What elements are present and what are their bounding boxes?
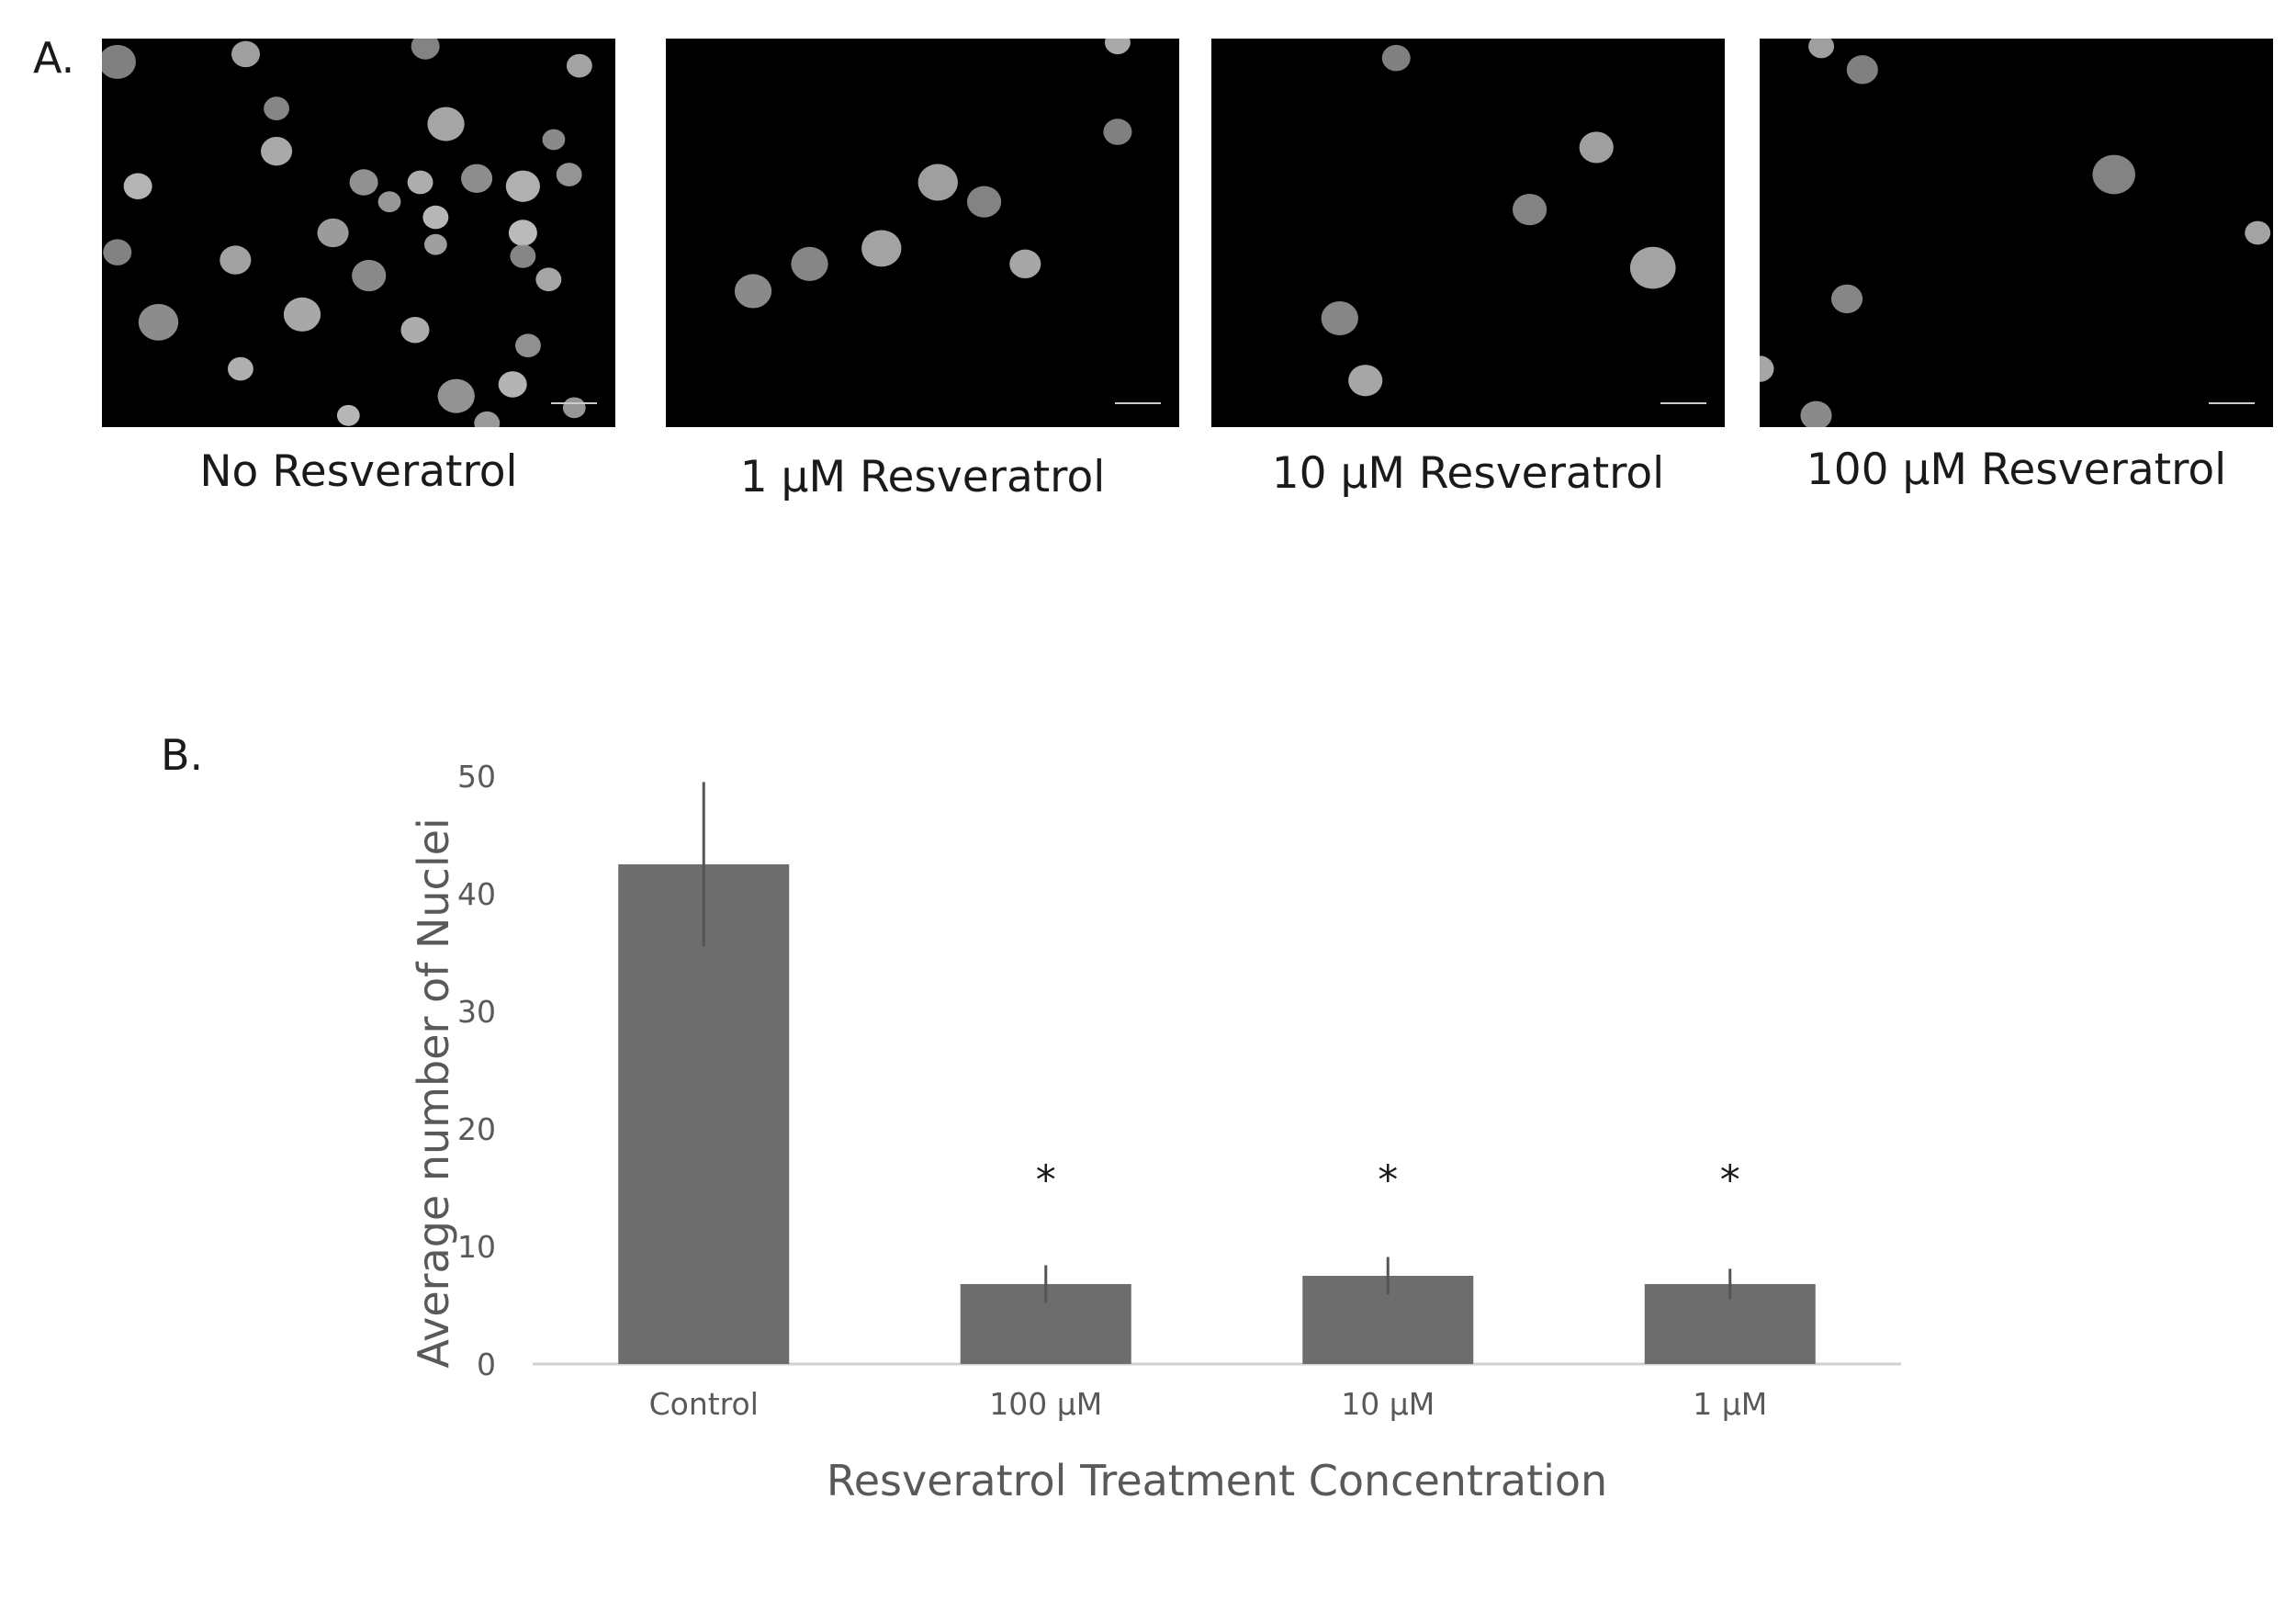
nucleus — [352, 259, 387, 292]
micrograph-100um-svg — [1760, 39, 2271, 427]
nucleus — [1009, 249, 1041, 279]
panel-a-letter: A. — [33, 33, 75, 83]
micrograph-10um — [1211, 39, 1725, 427]
nucleus — [966, 186, 1002, 218]
micrograph-1um — [666, 39, 1179, 427]
nucleus — [505, 170, 540, 202]
nucleus — [283, 297, 321, 332]
nucleus — [1800, 400, 1832, 427]
nucleus — [1579, 131, 1614, 163]
micrograph-no-resveratrol — [102, 39, 615, 427]
y-tick-label: 30 — [457, 994, 496, 1030]
nucleus — [227, 356, 253, 381]
nucleus — [1830, 284, 1863, 314]
nucleus — [219, 245, 252, 275]
y-axis-title: Average number of Nuclei — [409, 817, 458, 1368]
x-axis-title: Resveratrol Treatment Concentration — [827, 1456, 1607, 1505]
nucleus — [1103, 118, 1132, 145]
x-tick-label: 100 µM — [989, 1386, 1102, 1422]
y-tick-label: 50 — [457, 759, 496, 795]
y-tick-label: 0 — [477, 1347, 496, 1382]
nucleus — [1846, 55, 1878, 85]
micrograph-label-1um: 1 µM Resveratrol — [739, 452, 1106, 502]
significance-marker: * — [1378, 1156, 1398, 1203]
nucleus — [508, 220, 537, 246]
nucleus — [556, 163, 582, 186]
micrograph-no-resveratrol-svg — [102, 39, 597, 427]
nucleus — [535, 267, 562, 292]
nucleus — [437, 378, 475, 413]
x-tick-label: Control — [649, 1386, 759, 1422]
nucleus — [261, 136, 293, 166]
y-tick-label: 20 — [457, 1111, 496, 1147]
nucleus — [102, 44, 136, 79]
x-tick-label: 1 µM — [1693, 1386, 1767, 1422]
panel-b-letter: B. — [161, 730, 204, 780]
nucleus — [1321, 301, 1358, 336]
nucleus — [861, 230, 902, 267]
nucleus — [791, 246, 828, 281]
nucleus — [349, 169, 378, 196]
nucleus — [1808, 39, 1835, 59]
nucleus — [1760, 355, 1774, 382]
nucleus — [1348, 365, 1383, 397]
micrograph-label-no-resveratrol: No Resveratrol — [199, 446, 518, 497]
x-tick-label: 10 µM — [1341, 1386, 1435, 1422]
nucleus — [103, 239, 132, 265]
nucleus — [2245, 220, 2271, 245]
nucleus — [2092, 154, 2135, 195]
nucleus — [1512, 194, 1548, 226]
nucleus — [336, 404, 360, 426]
nucleus — [231, 40, 261, 68]
nucleus — [427, 107, 465, 141]
nucleus — [917, 163, 958, 201]
micrograph-100um — [1760, 39, 2273, 427]
nucleus — [422, 205, 449, 230]
significance-marker: * — [1720, 1156, 1740, 1203]
micrograph-label-10um: 10 µM Resveratrol — [1271, 448, 1665, 499]
nucleus — [123, 173, 152, 200]
nucleus — [566, 53, 592, 78]
nucleus — [377, 191, 401, 213]
nucleus — [734, 274, 772, 309]
significance-marker: * — [1036, 1156, 1056, 1203]
nucleus — [317, 218, 349, 248]
nucleus — [562, 397, 586, 419]
nucleus — [498, 371, 527, 398]
nucleus — [542, 129, 566, 151]
micrograph-label-100um: 100 µM Resveratrol — [1806, 445, 2227, 495]
nucleus — [510, 244, 536, 268]
nucleus — [138, 303, 179, 341]
nucleus — [474, 411, 501, 427]
nucleus — [411, 39, 440, 60]
bar-chart: 0 10 20 30 40 50 Control 100 µM * 10 µM * 1 µM * Resv… — [409, 759, 1901, 1505]
y-tick-label: 40 — [457, 876, 496, 912]
nucleus — [1629, 246, 1676, 289]
micrograph-10um-svg — [1321, 44, 1706, 404]
nucleus — [1104, 39, 1131, 55]
nucleus — [1381, 44, 1411, 72]
bar-0 — [618, 864, 790, 1364]
nucleus — [264, 96, 290, 120]
nucleus — [515, 333, 541, 358]
nucleus — [461, 163, 493, 193]
nucleus — [407, 170, 433, 195]
micrograph-1um-svg — [734, 39, 1161, 404]
nucleus — [400, 316, 430, 344]
nucleus — [423, 233, 447, 255]
y-tick-label: 10 — [457, 1229, 496, 1265]
